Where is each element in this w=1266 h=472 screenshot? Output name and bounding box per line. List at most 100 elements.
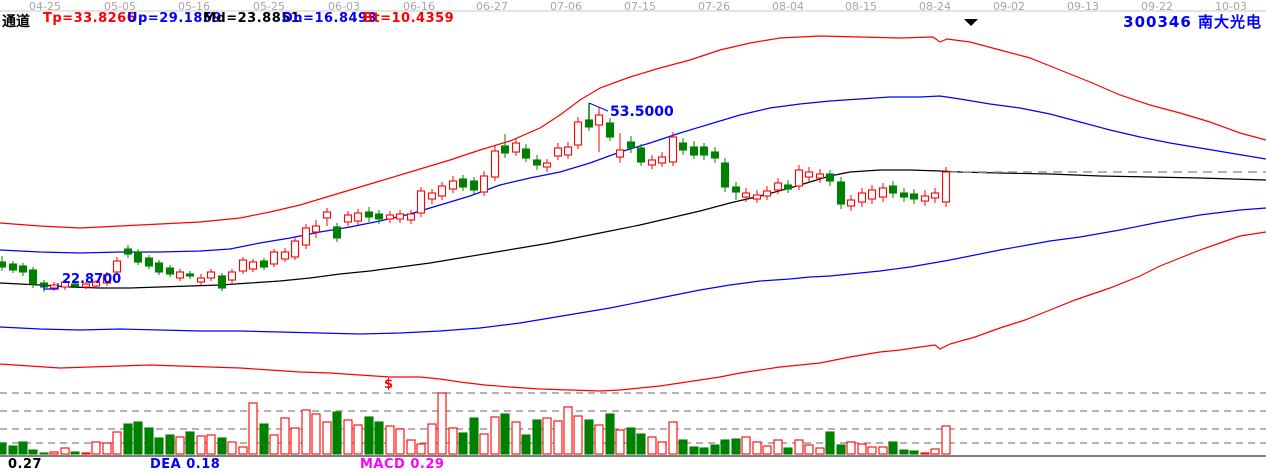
candle-body (238, 259, 248, 272)
candle-body (836, 181, 846, 205)
candle-body (8, 263, 18, 271)
volume-bar (406, 439, 416, 455)
candle-body (710, 151, 720, 159)
candle-body (301, 227, 311, 246)
volume-bar (269, 434, 279, 455)
candle-body (490, 150, 500, 178)
date-label: 07-26 (698, 0, 730, 13)
volume-bar (18, 441, 28, 455)
volume-bar (259, 423, 269, 455)
candle-body (626, 141, 636, 149)
volume-bar (941, 425, 951, 455)
date-label: 08-15 (845, 0, 877, 13)
candle-body (290, 240, 300, 258)
annotation-high-price: 53.5000 (610, 104, 674, 120)
volume-bar (615, 429, 625, 455)
channel-line-dn (0, 207, 1266, 335)
candle-body (930, 192, 940, 199)
candle-body (752, 194, 762, 200)
candle-body (102, 274, 112, 284)
volume-bar (815, 447, 825, 455)
volume-bar (532, 419, 542, 455)
volume-bar (175, 436, 185, 455)
candle-body (941, 171, 951, 203)
candle-body (605, 122, 615, 138)
volume-bar (39, 452, 49, 455)
dollar-marker: $ (384, 377, 394, 392)
candle-body (70, 283, 80, 287)
volume-bar (479, 433, 489, 455)
volume-bar (206, 434, 216, 455)
macd-diff-value: 0.27 (8, 457, 43, 472)
volume-bar (825, 431, 835, 455)
volume-bar (185, 431, 195, 455)
candle-body (406, 213, 416, 221)
candle-body (878, 187, 888, 198)
candle-body (804, 171, 814, 178)
volume-bar (343, 419, 353, 455)
candle-body (857, 192, 867, 203)
volume-bar (605, 413, 615, 455)
volume-bar (657, 441, 667, 455)
candle-body (553, 147, 563, 157)
volume-bar (710, 444, 720, 455)
volume-bar (773, 439, 783, 455)
indicator-value-tp: Tp=33.8266 (43, 11, 137, 26)
volume-bar (511, 421, 521, 455)
indicator-title: 通道 (2, 14, 30, 30)
date-label: 09-22 (1141, 0, 1173, 13)
candle-body (353, 212, 363, 222)
volume-bar (490, 416, 500, 455)
candle-body (657, 156, 667, 164)
volume-bar (102, 442, 112, 455)
date-label: 10-03 (1215, 0, 1247, 13)
candle-body (846, 199, 856, 207)
candle-body (196, 277, 206, 283)
candle-body (731, 186, 741, 193)
date-label: 05-25 (253, 0, 285, 13)
candle-body (521, 148, 531, 159)
volume-bar (500, 413, 510, 455)
candle-body (416, 190, 426, 214)
volume-bar (91, 441, 101, 455)
volume-bar (741, 436, 751, 455)
candle-body (615, 149, 625, 158)
volume-bar (909, 450, 919, 455)
candle-body (49, 284, 59, 289)
date-label: 06-03 (328, 0, 360, 13)
candle-body (573, 121, 583, 146)
volume-bar (668, 421, 678, 455)
volume-bar (322, 421, 332, 455)
channel-line-bt (0, 231, 1266, 392)
date-label: 09-13 (1067, 0, 1099, 13)
candle-body (500, 145, 510, 154)
date-label: 06-16 (403, 0, 435, 13)
candle-body (741, 192, 751, 198)
candle-body (647, 159, 657, 166)
indicator-value-dn: Dn=16.8493 (282, 11, 378, 26)
candle-body (437, 185, 447, 197)
volume-bar (867, 446, 877, 455)
volume-bar (563, 406, 573, 455)
candle-body (867, 189, 877, 200)
candle-body (385, 214, 395, 220)
candle-body (511, 142, 521, 153)
volume-bar (836, 444, 846, 455)
candle-body (773, 182, 783, 191)
volume-bar (8, 445, 18, 455)
volume-bar (290, 427, 300, 455)
candle-body (448, 180, 458, 190)
volume-bar (49, 451, 59, 455)
candle-body (91, 281, 101, 287)
candle-body (374, 213, 384, 220)
candle-body (60, 281, 70, 288)
candle-body (899, 192, 909, 198)
indicator-value-bt: Bt=10.4359 (363, 11, 455, 26)
date-label: 08-24 (919, 0, 951, 13)
volume-bar (0, 442, 7, 455)
volume-bar (731, 438, 741, 455)
candle-body (636, 147, 646, 163)
volume-bar (196, 435, 206, 455)
channel-line-md (0, 169, 1266, 289)
candle-body (154, 262, 164, 273)
